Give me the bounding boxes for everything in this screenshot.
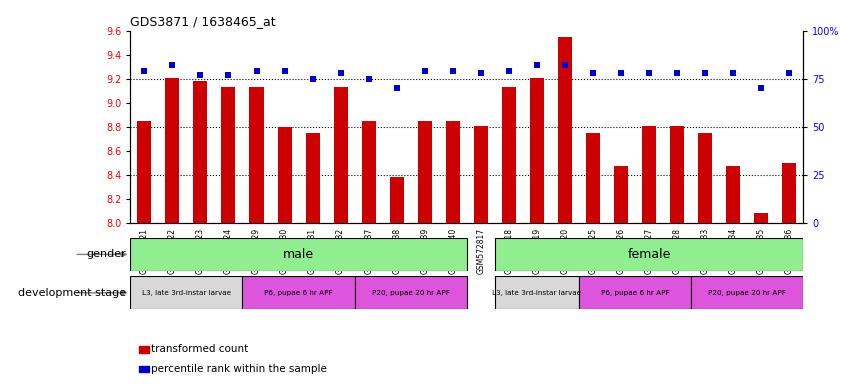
Point (502, 68, 516, 74)
Bar (250, 87, 263, 223)
Bar (130, 276, 242, 309)
Text: P6, pupae 6 hr APF: P6, pupae 6 hr APF (264, 290, 333, 296)
Text: P20, pupae 20 hr APF: P20, pupae 20 hr APF (372, 290, 450, 296)
Bar (586, 133, 600, 223)
Bar (754, 213, 768, 223)
Bar (782, 163, 796, 223)
Bar (726, 166, 740, 223)
Text: P6, pupae 6 hr APF: P6, pupae 6 hr APF (600, 290, 669, 296)
Point (474, 70, 488, 76)
Text: female: female (627, 248, 670, 261)
Text: GDS3871 / 1638465_at: GDS3871 / 1638465_at (130, 15, 276, 28)
Point (334, 70, 347, 76)
Bar (558, 37, 572, 223)
Bar (614, 166, 628, 223)
Point (782, 70, 796, 76)
Bar (242, 276, 355, 309)
Bar (473, 126, 488, 223)
Point (698, 70, 711, 76)
Point (643, 70, 656, 76)
Bar (579, 276, 691, 309)
Bar (166, 78, 179, 223)
Bar (495, 276, 579, 309)
Point (166, 62, 179, 68)
Point (390, 85, 404, 91)
Bar (698, 133, 712, 223)
Point (222, 72, 235, 78)
Text: L3, late 3rd-instar larvae: L3, late 3rd-instar larvae (492, 290, 581, 296)
Point (306, 76, 320, 82)
Point (362, 76, 375, 82)
Point (418, 68, 431, 74)
Point (586, 70, 600, 76)
Bar (691, 276, 803, 309)
Bar (446, 121, 460, 223)
Bar (418, 121, 431, 223)
Text: percentile rank within the sample: percentile rank within the sample (151, 364, 327, 374)
Bar (495, 238, 803, 271)
Bar (193, 81, 208, 223)
Bar (278, 127, 292, 223)
Point (754, 85, 768, 91)
Bar (502, 87, 516, 223)
Bar (130, 238, 467, 271)
Bar (334, 87, 347, 223)
Text: gender: gender (87, 249, 126, 260)
Bar (362, 121, 376, 223)
Bar (355, 276, 467, 309)
Point (250, 68, 263, 74)
Bar (670, 126, 684, 223)
Point (530, 62, 543, 68)
Bar (137, 121, 151, 223)
Bar (389, 177, 404, 223)
Point (670, 70, 684, 76)
Text: P20, pupae 20 hr APF: P20, pupae 20 hr APF (708, 290, 786, 296)
Text: transformed count: transformed count (151, 344, 249, 354)
Point (446, 68, 459, 74)
Text: L3, late 3rd-instar larvae: L3, late 3rd-instar larvae (142, 290, 231, 296)
Point (138, 68, 151, 74)
Point (614, 70, 627, 76)
Point (727, 70, 740, 76)
Bar (305, 133, 320, 223)
Text: development stage: development stage (18, 288, 126, 298)
Bar (642, 126, 656, 223)
Point (558, 62, 572, 68)
Point (193, 72, 207, 78)
Text: male: male (283, 248, 315, 261)
Point (278, 68, 291, 74)
Bar (530, 78, 544, 223)
Bar (221, 87, 235, 223)
